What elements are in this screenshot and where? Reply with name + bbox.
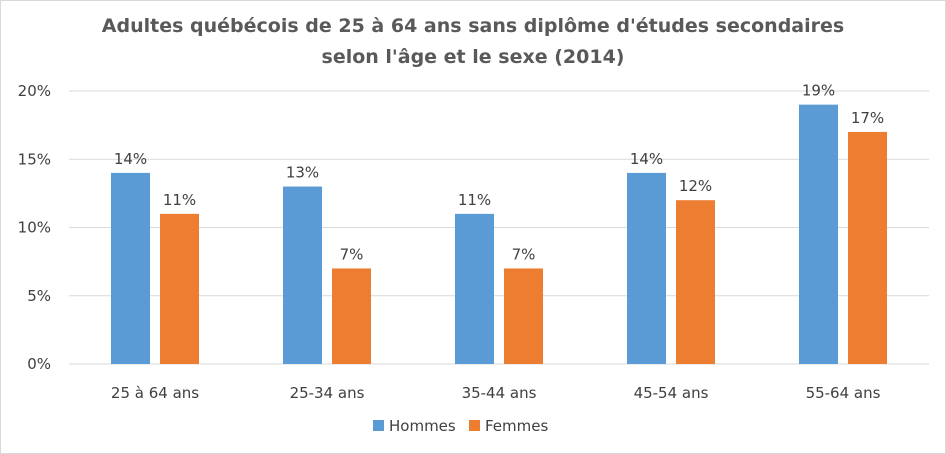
bars [111,104,887,365]
data-label: 7% [340,245,364,263]
chart-title-line-1: Adultes québécois de 25 à 64 ans sans di… [102,15,844,37]
data-labels: 14% 11% 13% 7% 11% 7% 14% 12% 19% 17% [114,82,884,264]
bar-hommes [111,172,150,364]
gridlines [69,90,929,365]
y-tick-label: 20% [18,82,51,100]
bar-femmes [676,200,715,364]
y-tick-label: 15% [18,150,51,168]
bar-femmes [332,268,371,364]
legend-swatch-femmes [469,420,480,431]
x-category-label: 35-44 ans [462,384,537,402]
data-label: 11% [163,191,196,209]
chart-title-line-2: selon l'âge et le sexe (2014) [322,46,625,68]
legend-swatch-hommes [373,420,384,431]
bar-femmes [160,213,199,364]
bar-femmes [848,131,887,364]
x-category-label: 25-34 ans [290,384,365,402]
legend-label-femmes: Femmes [485,417,548,435]
data-label: 12% [679,177,712,195]
data-label: 13% [286,164,319,182]
chart-title: Adultes québécois de 25 à 64 ans sans di… [102,15,844,68]
legend-label-hommes: Hommes [389,417,456,435]
y-tick-label: 10% [18,219,51,237]
y-tick-label: 0% [27,355,51,373]
x-category-label: 25 à 64 ans [111,384,199,402]
bar-hommes [627,172,666,364]
x-category-label: 45-54 ans [634,384,709,402]
data-label: 11% [458,191,491,209]
bar-hommes [283,186,322,364]
legend: Hommes Femmes [373,417,548,435]
data-label: 19% [802,82,835,100]
x-axis-categories: 25 à 64 ans 25-34 ans 35-44 ans 45-54 ans 55… [111,384,881,402]
data-label: 14% [114,150,147,168]
data-label: 14% [630,150,663,168]
x-category-label: 55-64 ans [806,384,881,402]
data-label: 7% [512,245,536,263]
bar-hommes [455,213,494,364]
y-tick-label: 5% [27,287,51,305]
bar-femmes [504,268,543,364]
y-axis-ticks: 0% 5% 10% 15% 20% [18,82,51,373]
data-label: 17% [851,109,884,127]
bar-hommes [799,104,838,365]
